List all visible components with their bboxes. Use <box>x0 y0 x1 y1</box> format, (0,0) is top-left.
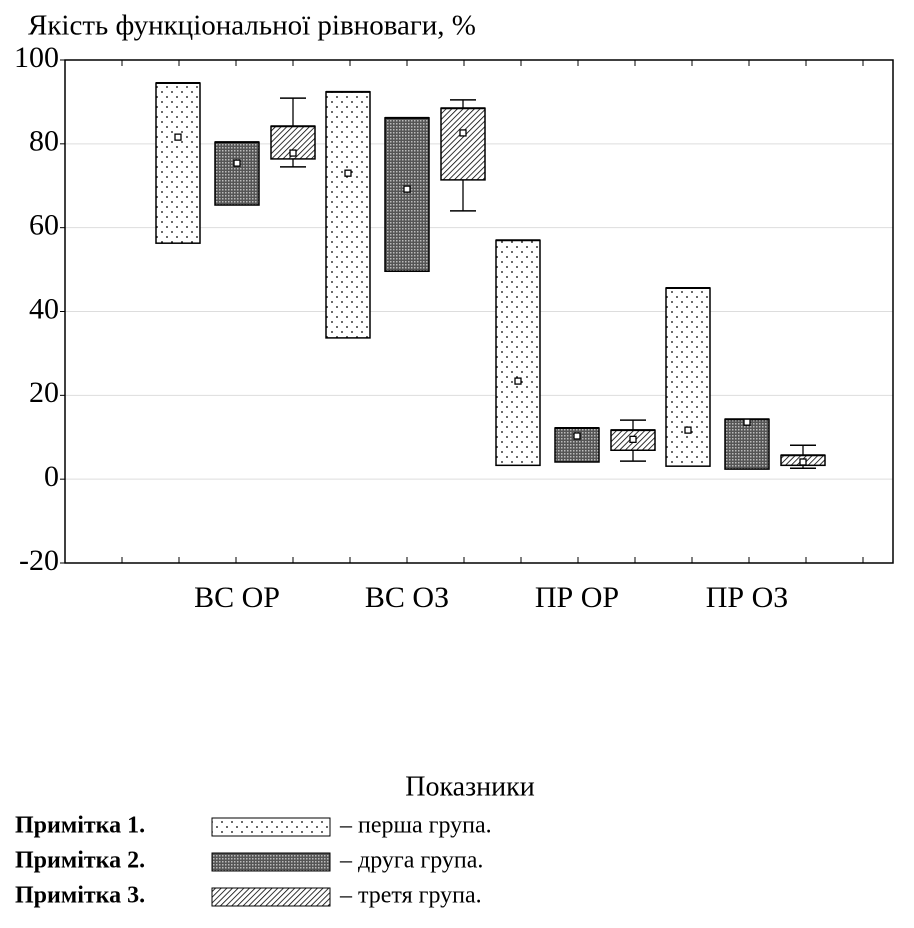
mean-marker <box>233 159 241 167</box>
y-tick-label: 80 <box>29 125 59 158</box>
box <box>325 91 371 339</box>
mean-marker <box>629 435 637 443</box>
box <box>214 141 260 206</box>
x-tick-label: ПР ОЗ <box>706 581 789 614</box>
legend-swatch <box>211 887 331 907</box>
y-tick-label: 60 <box>29 209 59 242</box>
mean-marker <box>799 458 807 466</box>
mean-marker <box>289 149 297 157</box>
x-axis-label: Показники <box>405 771 534 802</box>
legend-label: – друга група. <box>339 848 483 874</box>
mean-marker <box>573 432 581 440</box>
note-label: Примітка 2. <box>15 848 145 874</box>
mean-marker <box>743 418 751 426</box>
y-tick-label: 100 <box>14 41 59 74</box>
box <box>495 239 541 467</box>
y-tick-label: 40 <box>29 292 59 325</box>
mean-marker <box>459 129 467 137</box>
y-tick-label: 20 <box>29 376 59 409</box>
box <box>155 82 201 244</box>
legend-swatch <box>211 817 331 837</box>
mean-marker <box>344 169 352 177</box>
y-tick-label: -20 <box>19 544 59 577</box>
mean-marker <box>174 133 182 141</box>
box <box>440 107 486 181</box>
y-tick-label: 0 <box>44 460 59 493</box>
note-label: Примітка 1. <box>15 813 145 839</box>
note-label: Примітка 3. <box>15 883 145 909</box>
mean-marker <box>684 426 692 434</box>
chart-title: Якість функціональної рівноваги, % <box>28 10 476 42</box>
legend-label: – перша група. <box>339 813 492 839</box>
plot-frame <box>64 59 894 564</box>
mean-marker <box>514 377 522 385</box>
x-tick-label: ВС ОЗ <box>365 581 449 614</box>
box <box>724 418 770 470</box>
x-tick-label: ВС ОР <box>194 581 280 614</box>
box <box>384 117 430 273</box>
legend-swatch <box>211 852 331 872</box>
x-tick-label: ПР ОР <box>535 581 619 614</box>
mean-marker <box>403 185 411 193</box>
legend-label: – третя група. <box>339 883 482 909</box>
box <box>665 287 711 467</box>
